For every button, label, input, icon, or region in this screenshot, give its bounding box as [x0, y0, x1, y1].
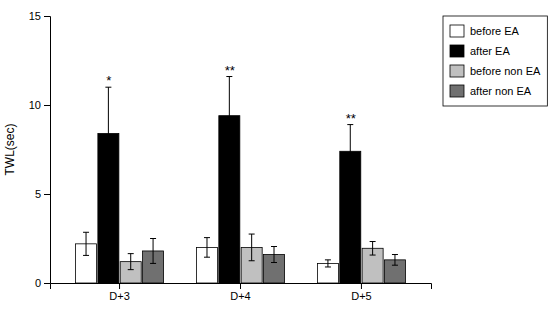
y-tick: 5 [35, 188, 50, 200]
error-bar [150, 239, 156, 264]
y-tick: 0 [35, 277, 50, 289]
y-axis-line [44, 17, 51, 284]
x-axis-line [51, 284, 432, 290]
y-tick-label: 10 [29, 99, 41, 111]
legend-item: before EA [450, 25, 520, 37]
y-tick-mark [44, 283, 50, 284]
x-tick-label: D+3 [109, 290, 130, 302]
error-bar [249, 234, 255, 261]
legend-swatch [450, 85, 464, 97]
legend-item: after non EA [450, 85, 532, 97]
y-tick: 15 [29, 10, 50, 22]
error-bar [271, 247, 277, 263]
legend-label: before non EA [470, 65, 541, 77]
error-bar [347, 125, 353, 178]
legend-swatch [450, 25, 464, 37]
x-tick-label: D+5 [351, 290, 372, 302]
series [98, 77, 361, 283]
legend-label: before EA [470, 25, 520, 37]
series [120, 234, 383, 283]
y-tick-mark [44, 16, 50, 17]
error-bar [105, 87, 111, 180]
legend-swatch [450, 65, 464, 77]
x-tick-label: D+4 [230, 290, 251, 302]
y-axis-title: TWL(sec) [3, 124, 17, 176]
annotation: ** [224, 63, 235, 78]
series [143, 239, 406, 284]
y-tick-label: 0 [35, 277, 41, 289]
x-axis: D+3 D+4 D+5 [51, 283, 432, 302]
error-bar [370, 242, 376, 256]
x-tick: D+4 [230, 283, 251, 302]
marks [76, 77, 406, 283]
x-tick-mark [119, 283, 120, 289]
error-bar [392, 255, 398, 266]
legend-frame [443, 16, 547, 106]
legend: before EA after EA before non EA after non … [443, 16, 547, 106]
chart-svg: 051015D+3D+4D+5*****TWL(sec)before EAaft… [0, 0, 556, 313]
legend-label: after non EA [470, 85, 532, 97]
legend-item: after EA [450, 45, 510, 57]
error-bar [204, 238, 210, 258]
plot: 051015D+3D+4D+5***** [29, 10, 432, 302]
x-tick-mark [361, 283, 362, 289]
error-bar [83, 232, 89, 255]
x-tick-mark [240, 283, 241, 289]
y-tick-label: 15 [29, 10, 41, 22]
y-tick-label: 5 [35, 188, 41, 200]
error-bar [325, 260, 331, 267]
y-tick: 10 [29, 99, 50, 111]
x-tick: D+5 [351, 283, 372, 302]
legend-swatch [450, 45, 464, 57]
y-axis: 0 5 10 15 [29, 10, 51, 289]
error-bar [128, 254, 134, 270]
y-tick-mark [44, 105, 50, 106]
y-tick-mark [44, 194, 50, 195]
x-tick: D+3 [109, 283, 130, 302]
annotations: ***** [106, 63, 356, 126]
legend-item: before non EA [450, 65, 541, 77]
annotation: ** [345, 111, 356, 126]
error-bar [226, 77, 232, 155]
annotation: * [106, 73, 112, 88]
legend-label: after EA [470, 45, 510, 57]
